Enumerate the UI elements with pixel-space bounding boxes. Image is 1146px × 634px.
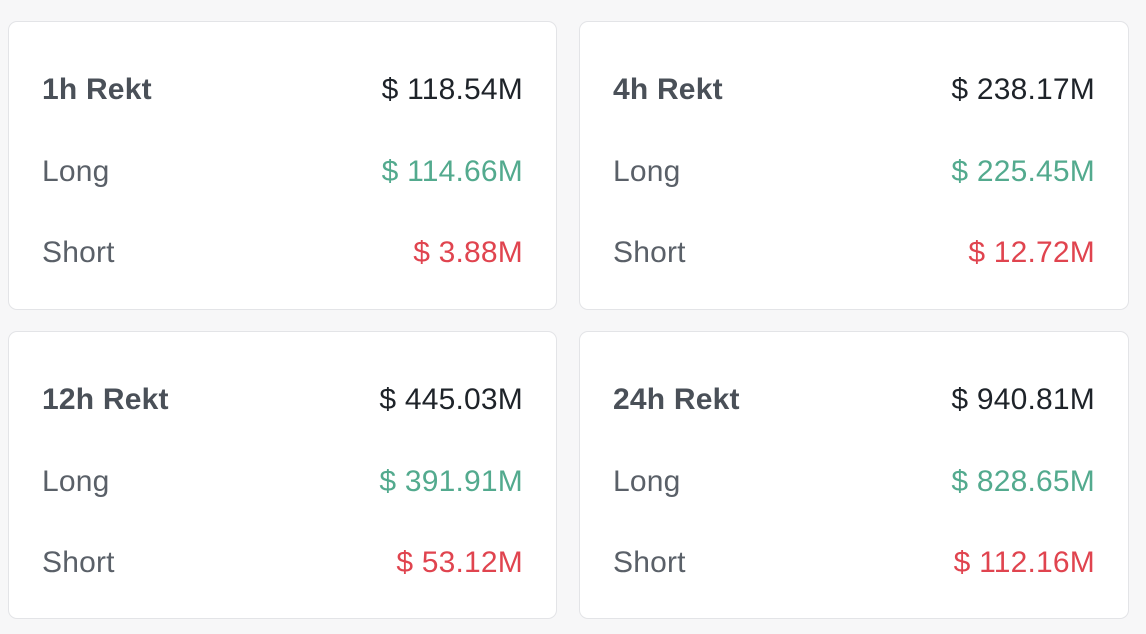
short-row: Short $ 112.16M <box>613 543 1095 583</box>
short-label: Short <box>613 236 686 269</box>
long-label: Long <box>42 465 110 498</box>
long-value: $ 391.91M <box>379 465 523 498</box>
card-title: 4h Rekt <box>613 73 723 106</box>
long-label: Long <box>613 155 681 188</box>
card-1h-rekt: 1h Rekt $ 118.54M Long $ 114.66M Short $… <box>8 21 557 310</box>
total-row: 12h Rekt $ 445.03M <box>42 380 523 420</box>
long-label: Long <box>42 155 110 188</box>
short-label: Short <box>613 546 686 579</box>
card-title: 12h Rekt <box>42 383 169 416</box>
total-value: $ 118.54M <box>381 73 523 106</box>
long-value: $ 114.66M <box>381 155 523 188</box>
short-value: $ 112.16M <box>953 546 1095 579</box>
short-row: Short $ 3.88M <box>42 233 523 273</box>
card-title: 1h Rekt <box>42 73 152 106</box>
card-24h-rekt: 24h Rekt $ 940.81M Long $ 828.65M Short … <box>579 331 1129 619</box>
total-value: $ 238.17M <box>951 73 1095 106</box>
total-row: 1h Rekt $ 118.54M <box>42 70 523 110</box>
card-title: 24h Rekt <box>613 383 740 416</box>
short-label: Short <box>42 546 115 579</box>
total-row: 24h Rekt $ 940.81M <box>613 380 1095 420</box>
long-value: $ 828.65M <box>951 465 1095 498</box>
short-value: $ 53.12M <box>396 546 523 579</box>
long-row: Long $ 828.65M <box>613 462 1095 502</box>
short-value: $ 12.72M <box>968 236 1095 269</box>
total-value: $ 445.03M <box>379 383 523 416</box>
short-value: $ 3.88M <box>413 236 523 269</box>
total-row: 4h Rekt $ 238.17M <box>613 70 1095 110</box>
long-row: Long $ 114.66M <box>42 152 523 192</box>
long-row: Long $ 391.91M <box>42 462 523 502</box>
long-value: $ 225.45M <box>951 155 1095 188</box>
card-4h-rekt: 4h Rekt $ 238.17M Long $ 225.45M Short $… <box>579 21 1129 310</box>
long-row: Long $ 225.45M <box>613 152 1095 192</box>
short-label: Short <box>42 236 115 269</box>
short-row: Short $ 53.12M <box>42 543 523 583</box>
total-value: $ 940.81M <box>951 383 1095 416</box>
short-row: Short $ 12.72M <box>613 233 1095 273</box>
card-12h-rekt: 12h Rekt $ 445.03M Long $ 391.91M Short … <box>8 331 557 619</box>
long-label: Long <box>613 465 681 498</box>
liquidation-summary-grid: 1h Rekt $ 118.54M Long $ 114.66M Short $… <box>8 21 1129 619</box>
